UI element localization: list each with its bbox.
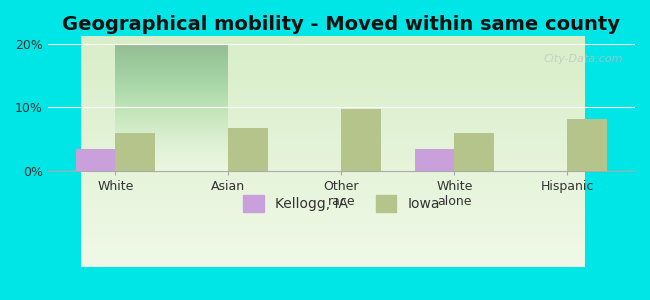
Bar [567, 119, 606, 171]
Bar [415, 149, 454, 171]
Title: Geographical mobility - Moved within same county: Geographical mobility - Moved within sam… [62, 15, 620, 34]
Bar [454, 133, 494, 171]
Bar [228, 128, 268, 171]
Bar [116, 133, 155, 171]
Text: City-Data.com: City-Data.com [544, 54, 623, 64]
Bar [76, 149, 116, 171]
Legend: Kellogg, IA, Iowa: Kellogg, IA, Iowa [237, 189, 445, 217]
Bar [341, 109, 381, 171]
